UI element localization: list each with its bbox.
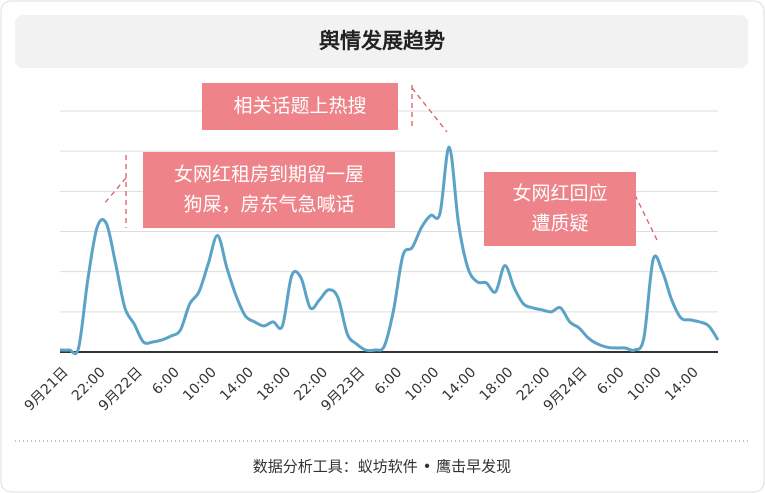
annotation-box: [484, 172, 636, 246]
footer: 数据分析工具：蚁坊软件 • 鹰击早发现: [253, 458, 511, 476]
annotation-text: 狗屎，房东气急喊话: [183, 194, 354, 216]
leader-line: [102, 155, 127, 228]
annotation-box: [143, 152, 395, 228]
title-box: [15, 15, 748, 68]
annotation-box: [202, 83, 398, 130]
annotation-text: 相关话题上热搜: [233, 95, 366, 117]
annotation-text: 女网红租房到期留一屋: [174, 164, 364, 186]
data-line: [59, 145, 720, 356]
leader-line: [411, 85, 448, 133]
chart-title: 舆情发展趋势: [319, 29, 445, 53]
annotation-text: 遭质疑: [531, 213, 588, 235]
annotation-text: 女网红回应: [512, 183, 607, 205]
